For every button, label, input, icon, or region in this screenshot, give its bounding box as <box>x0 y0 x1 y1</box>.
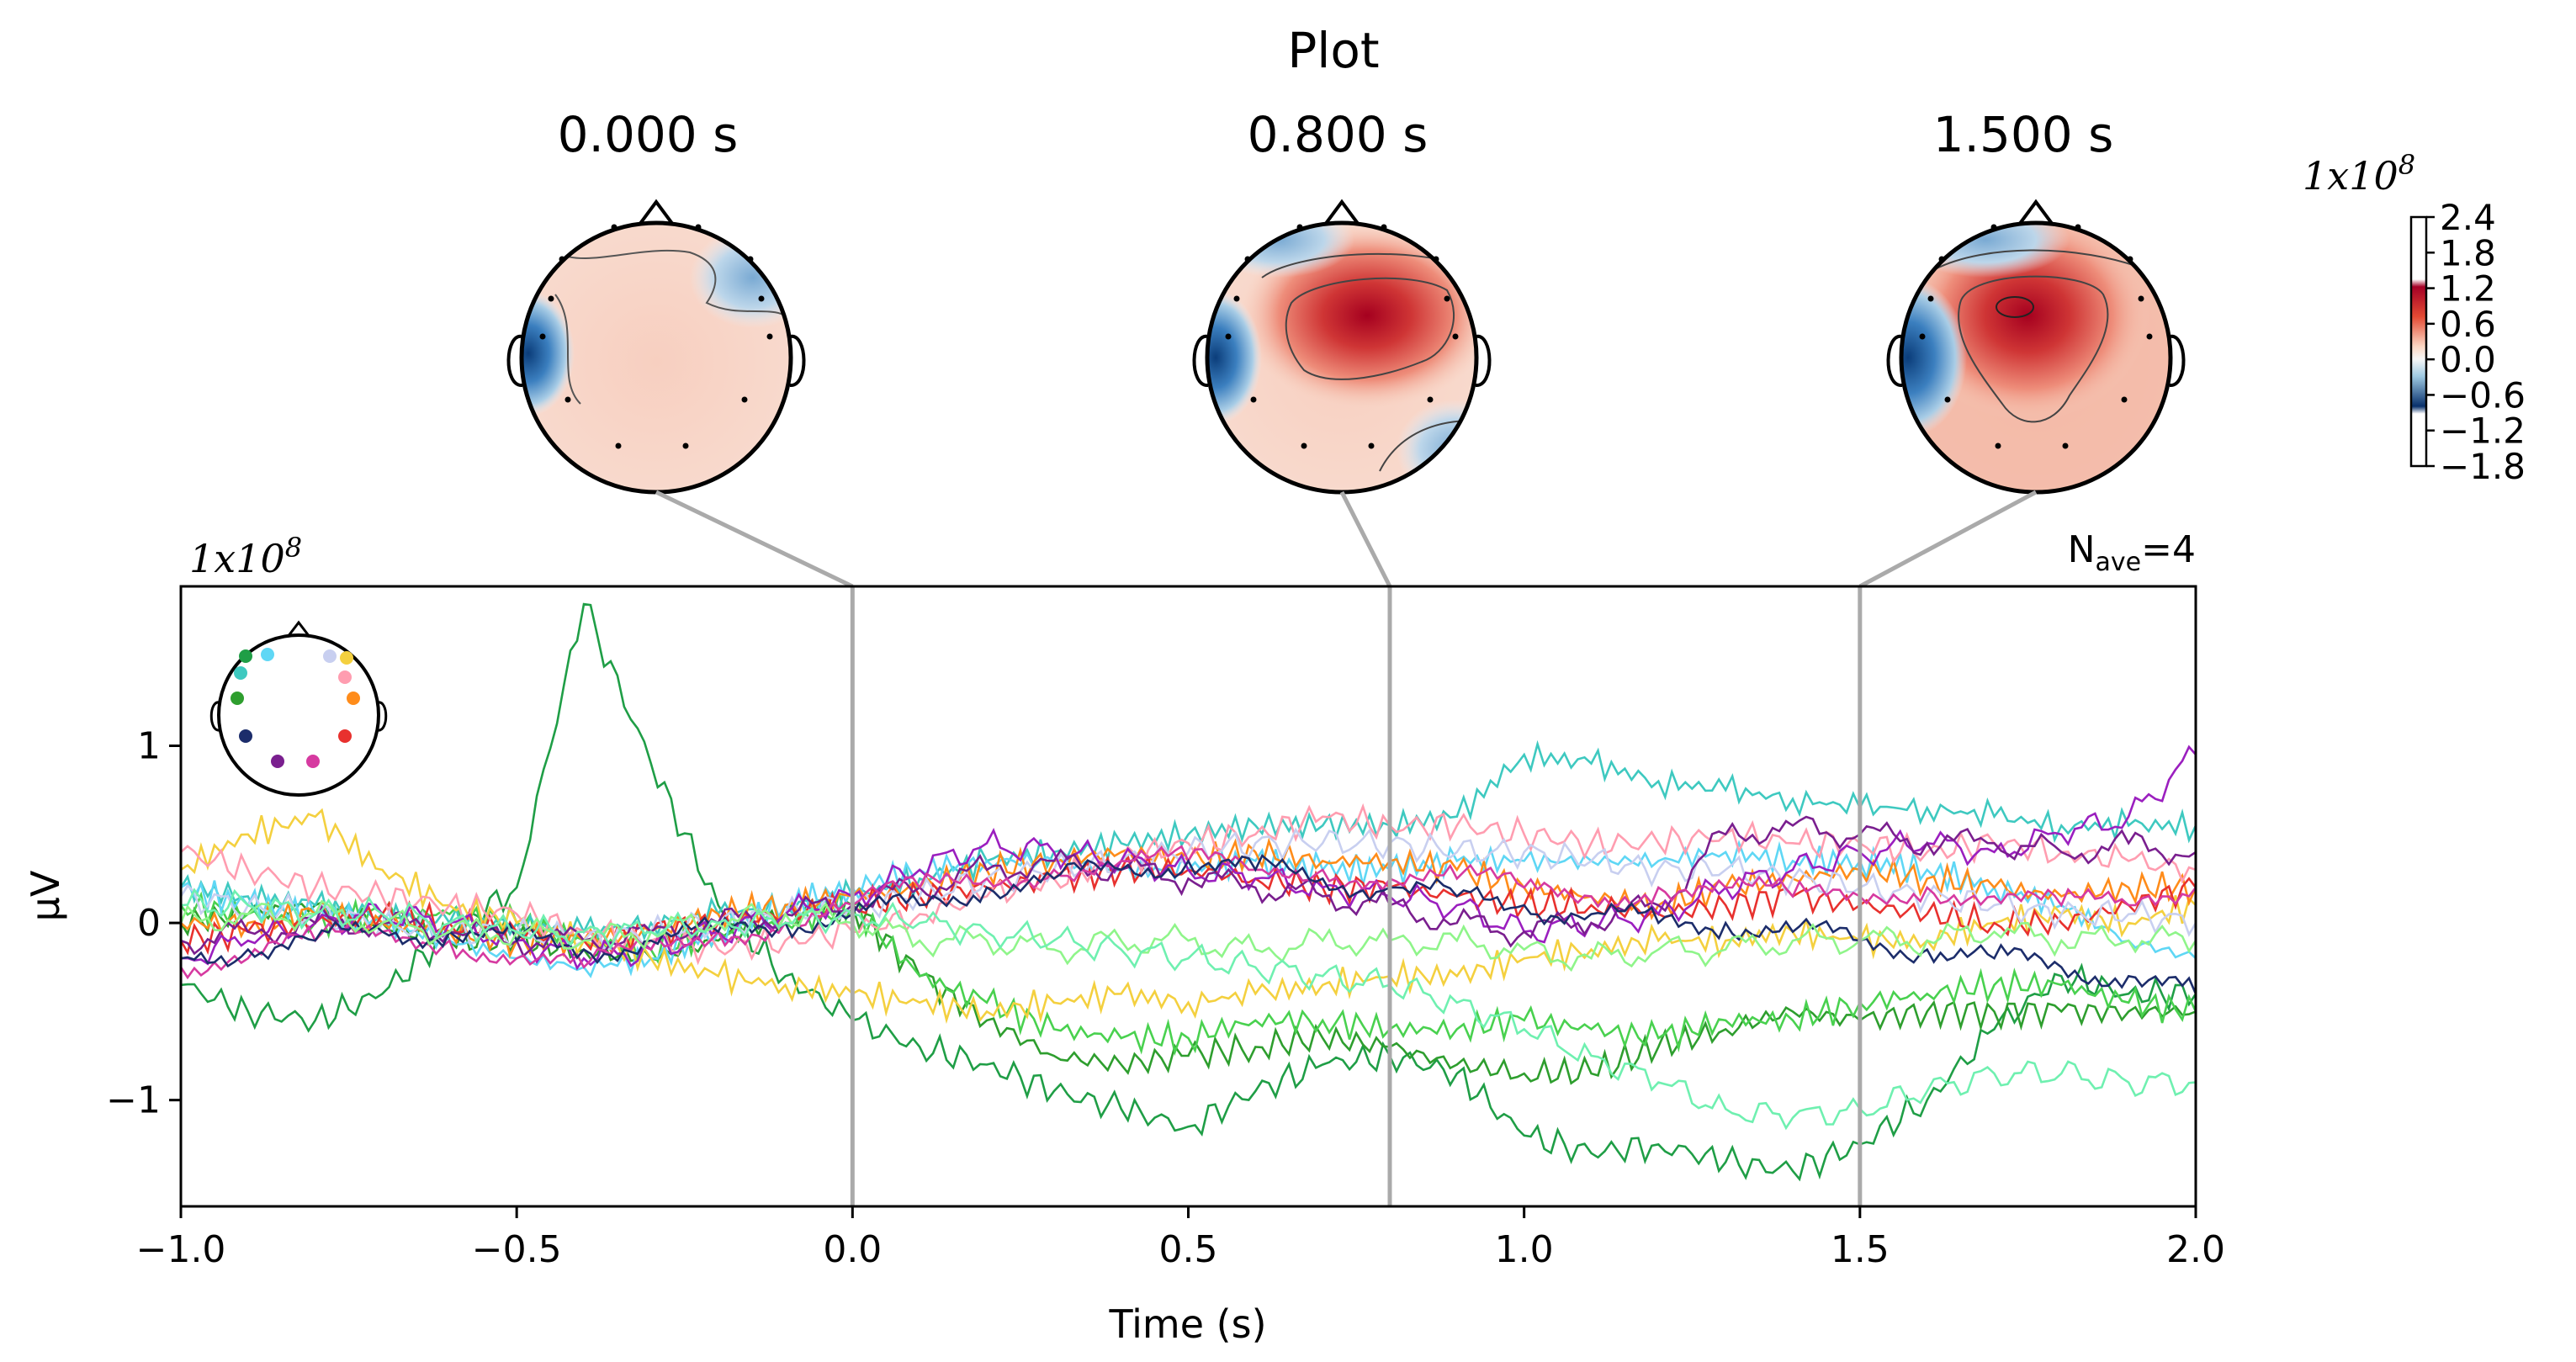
x-tick-label: 0.0 <box>823 1228 882 1271</box>
colorbar-bar <box>2409 215 2428 468</box>
topomap-0-right-ear <box>789 334 806 387</box>
chart-title: Plot <box>1287 22 1379 79</box>
inset-right-ear <box>377 701 388 732</box>
sensor-legend-inset <box>209 620 388 797</box>
inset-nose <box>286 620 311 638</box>
x-tick-label: −0.5 <box>472 1228 562 1271</box>
butterfly-plot: 1x108 Nave=4 −1.0 −0.5 0.0 0.5 1.0 1.5 2.0 −1 0… <box>23 528 2225 1347</box>
topomap-connector <box>655 490 854 589</box>
topomap-0-sensors <box>539 224 773 449</box>
colorbar-ticks: 2.41.81.20.60.0−0.6−1.2−1.8 <box>2426 197 2526 487</box>
topomap-2-nose <box>2017 199 2054 226</box>
inset-sensor <box>231 692 244 705</box>
y-axis-label: µV <box>23 870 68 921</box>
y-scale-exp: 8 <box>285 532 302 564</box>
inset-sensor <box>347 692 360 705</box>
x-tick-label: 0.5 <box>1159 1228 1218 1271</box>
topomap-2-blue-region <box>1901 278 1967 437</box>
y-tick-label: 1 <box>137 725 161 768</box>
topomap-title-0: 0.000 s <box>558 106 739 163</box>
inset-left-ear <box>209 701 220 732</box>
colorbar-scale-label: 1x108 <box>2303 149 2415 199</box>
topomap-0-nose <box>638 199 675 226</box>
colorbar-tick-label: −0.6 <box>2440 374 2526 416</box>
topomap-1-blue-region-3 <box>1397 400 1476 492</box>
colorbar-tick-label: −1.8 <box>2440 446 2526 487</box>
x-tick-label: 1.5 <box>1831 1228 1890 1271</box>
x-tick-label: −1.0 <box>136 1228 226 1271</box>
colorbar-scale-exp: 8 <box>2398 149 2415 181</box>
colorbar-tick-label: 0.0 <box>2440 339 2496 380</box>
colorbar-tick-label: 1.2 <box>2440 268 2496 310</box>
topomap-2 <box>1886 199 2186 495</box>
topomap-1-left-ear <box>1192 334 1209 387</box>
inset-sensor <box>271 755 284 768</box>
series-layer <box>181 602 2196 1182</box>
topomap-2-right-ear <box>2169 334 2186 387</box>
nave-label: Nave=4 <box>2068 528 2196 577</box>
topomap-2-left-ear <box>1886 334 1903 387</box>
topomap-title-2: 1.500 s <box>1933 106 2114 163</box>
y-scale-label: 1x108 <box>189 532 302 581</box>
y-tick-label: −1 <box>106 1079 161 1122</box>
nave-value: =4 <box>2141 528 2196 571</box>
inset-sensor <box>338 729 352 743</box>
topomap-1-nose <box>1323 199 1360 226</box>
topomap-1-right-ear <box>1475 334 1492 387</box>
topomap-connectors <box>655 490 2038 589</box>
colorbar-tick-label: 2.4 <box>2440 197 2496 238</box>
x-axis-ticks: −1.0 −0.5 0.0 0.5 1.0 1.5 2.0 <box>136 1206 2225 1271</box>
topomap-0 <box>506 199 806 495</box>
y-tick-label: 0 <box>137 902 161 945</box>
topomap-title-1: 0.800 s <box>1248 106 1428 163</box>
x-tick-label: 2.0 <box>2166 1228 2225 1271</box>
inset-sensor <box>340 651 353 665</box>
topomap-0-left-ear <box>506 334 523 387</box>
time-markers <box>850 586 1863 1206</box>
inset-sensor <box>323 649 337 663</box>
topomap-1 <box>1192 199 1492 495</box>
series-line-ch9 <box>181 803 2196 966</box>
inset-sensor <box>306 755 320 768</box>
topomap-1-sensors <box>1225 224 1459 449</box>
topomap-0-blue-region-2 <box>690 227 791 328</box>
colorbar: 1x108 2.41.81.20.60.0−0.6−1.2−1.8 <box>2303 149 2526 487</box>
topomap-1-blue-region <box>1207 290 1262 425</box>
topomap-connector <box>1858 490 2038 589</box>
inset-sensor <box>338 670 352 684</box>
inset-sensor <box>234 666 247 680</box>
y-axis-ticks: −1 0 1 <box>106 725 181 1122</box>
inset-sensor <box>239 649 252 663</box>
x-axis-label: Time (s) <box>1108 1301 1266 1347</box>
inset-sensor <box>261 648 274 661</box>
topomap-2-sensors <box>1919 224 2153 449</box>
colorbar-tick-label: −1.2 <box>2440 411 2526 452</box>
colorbar-tick-label: 0.6 <box>2440 304 2496 345</box>
nave-sub: ave <box>2096 548 2142 577</box>
colorbar-tick-label: 1.8 <box>2440 232 2496 273</box>
topomap-connector <box>1339 490 1392 588</box>
inset-sensor <box>239 729 252 743</box>
x-tick-label: 1.0 <box>1495 1228 1554 1271</box>
topomap-0-blue-region <box>522 290 575 416</box>
